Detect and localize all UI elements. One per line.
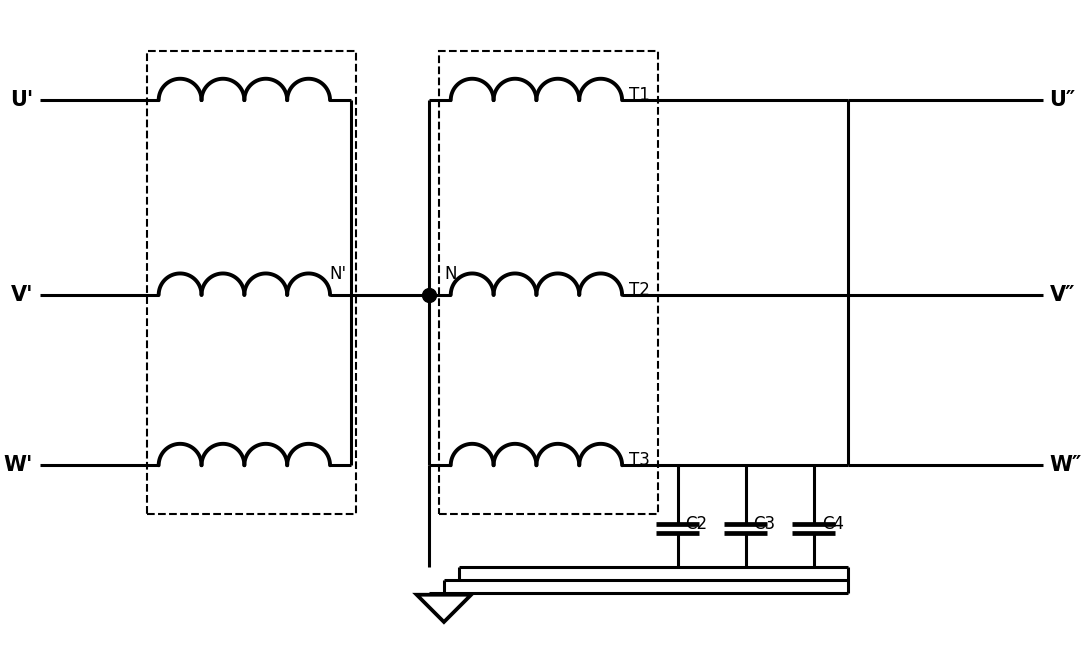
Text: C3: C3 <box>753 515 776 532</box>
Text: N: N <box>443 265 457 283</box>
Text: V': V' <box>11 285 33 305</box>
Text: W': W' <box>3 455 33 475</box>
Text: T3: T3 <box>629 451 650 470</box>
Text: W″: W″ <box>1049 455 1082 475</box>
Text: U″: U″ <box>1049 90 1076 110</box>
Text: C4: C4 <box>822 515 844 532</box>
Text: C2: C2 <box>686 515 708 532</box>
Text: U': U' <box>10 90 33 110</box>
Text: T1: T1 <box>629 86 650 104</box>
Text: T2: T2 <box>629 281 650 299</box>
Bar <box>147 52 357 514</box>
Text: V″: V″ <box>1049 285 1075 305</box>
Text: N': N' <box>329 265 347 283</box>
Bar <box>439 52 658 514</box>
